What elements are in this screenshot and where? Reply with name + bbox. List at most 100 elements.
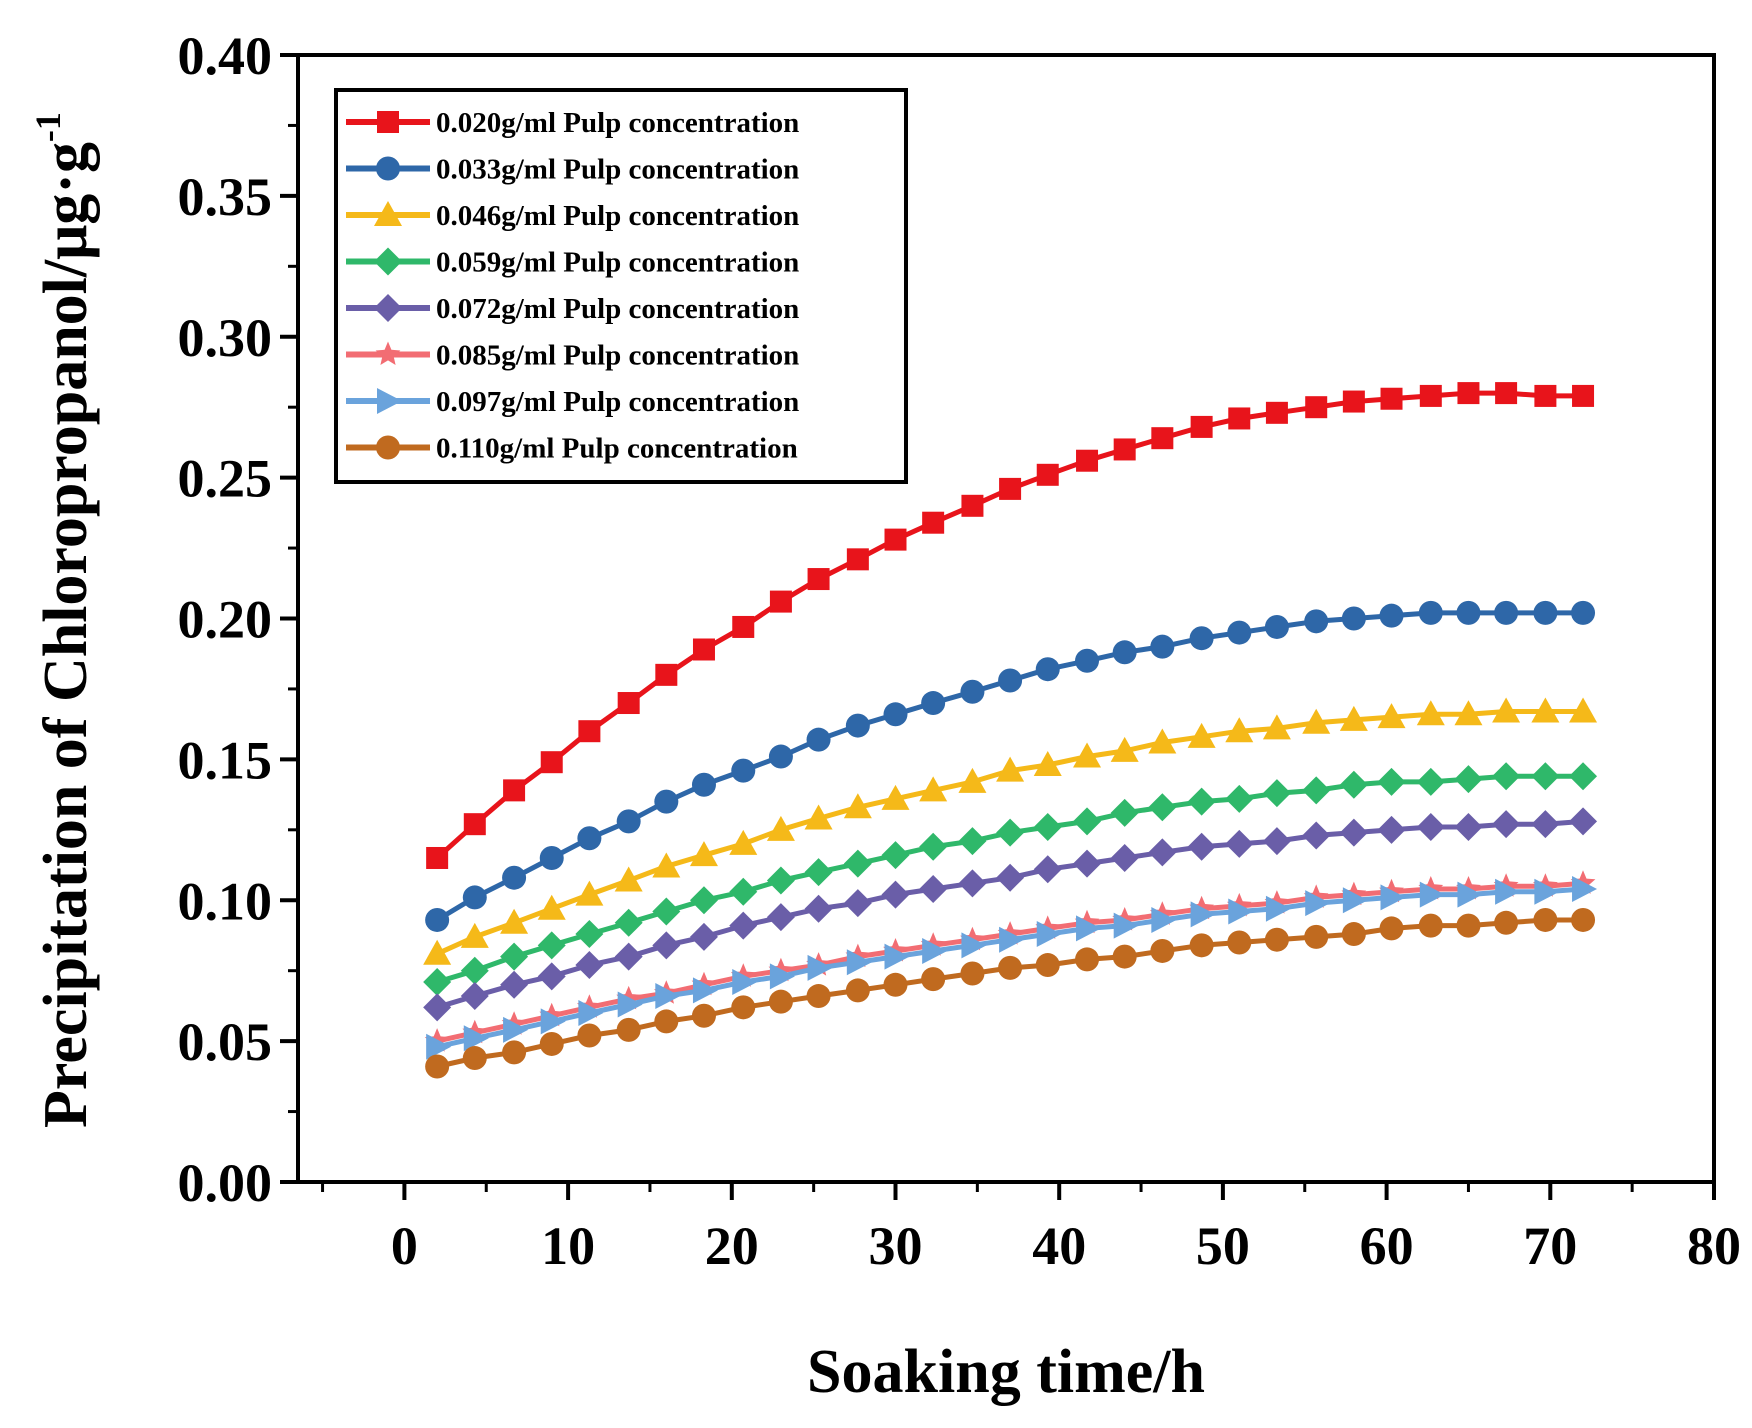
data-point — [1531, 697, 1560, 723]
data-point — [1304, 924, 1329, 949]
data-point — [463, 813, 486, 836]
data-point — [460, 922, 489, 948]
data-point — [1113, 912, 1139, 939]
y-tick-label: 0.30 — [178, 308, 273, 368]
data-point — [961, 932, 987, 959]
data-point — [1033, 855, 1062, 884]
data-point — [846, 949, 872, 976]
data-point — [577, 1023, 602, 1048]
data-point — [1380, 387, 1403, 410]
y-tick-label: 0.35 — [178, 167, 273, 227]
data-point — [655, 663, 678, 686]
data-point — [689, 922, 718, 951]
data-point — [884, 528, 907, 551]
data-point — [807, 954, 833, 981]
data-point — [539, 1031, 564, 1056]
data-point — [845, 978, 870, 1003]
data-point — [1533, 600, 1558, 625]
data-point — [1492, 697, 1521, 723]
data-point — [423, 993, 452, 1022]
legend-swatch-marker — [377, 111, 399, 133]
legend-label: 0.046g/ml Pulp concentration — [436, 200, 799, 232]
data-point — [732, 968, 758, 995]
legend-label: 0.097g/ml Pulp concentration — [436, 386, 799, 418]
data-point — [806, 984, 831, 1009]
series — [426, 382, 1595, 869]
data-point — [1419, 384, 1442, 407]
data-point — [806, 727, 831, 752]
data-point — [766, 815, 795, 841]
data-point — [616, 809, 641, 834]
data-point — [652, 852, 681, 878]
data-point — [1262, 714, 1291, 740]
series — [425, 907, 1596, 1079]
data-point — [539, 845, 564, 870]
series — [423, 807, 1598, 1022]
legend-swatch-marker — [374, 294, 402, 322]
y-axis-title-superscript: -1 — [28, 112, 68, 142]
data-point — [1416, 812, 1445, 841]
data-point — [1495, 382, 1518, 405]
data-point — [996, 863, 1025, 892]
data-point — [731, 995, 756, 1020]
data-point — [578, 720, 601, 743]
data-point — [1419, 881, 1445, 908]
data-point — [843, 849, 872, 878]
data-point — [1339, 770, 1368, 799]
data-point — [1265, 895, 1291, 922]
data-point — [999, 926, 1025, 953]
data-point — [919, 832, 948, 861]
data-point — [1531, 762, 1560, 791]
y-tick-label: 0.00 — [178, 1153, 273, 1213]
legend-swatch-marker — [376, 435, 400, 460]
data-point — [843, 889, 872, 918]
data-point — [1342, 887, 1368, 914]
series — [423, 762, 1598, 996]
data-point — [1377, 767, 1406, 796]
data-point — [463, 1025, 489, 1052]
data-point — [1457, 881, 1483, 908]
data-point — [958, 869, 987, 898]
data-point — [460, 982, 489, 1011]
data-point — [960, 679, 985, 704]
data-point — [692, 977, 718, 1004]
data-point — [1302, 708, 1331, 734]
data-point — [652, 931, 681, 960]
data-point — [423, 939, 452, 965]
data-point — [881, 841, 910, 870]
data-point — [766, 866, 795, 895]
data-point — [1379, 916, 1404, 941]
data-point — [426, 846, 449, 869]
data-point — [729, 911, 758, 940]
data-point — [1571, 600, 1596, 625]
data-point — [425, 907, 450, 932]
data-point — [1454, 812, 1483, 841]
series — [426, 875, 1598, 1060]
x-tick-label: 80 — [1687, 1216, 1741, 1276]
data-point — [1495, 878, 1521, 905]
data-point — [731, 758, 756, 783]
data-point — [577, 826, 602, 851]
data-point — [1416, 700, 1445, 726]
legend-label: 0.072g/ml Pulp concentration — [436, 293, 799, 325]
data-point — [998, 668, 1023, 693]
legend-label: 0.059g/ml Pulp concentration — [436, 247, 799, 279]
data-point — [1265, 401, 1288, 424]
data-point — [503, 1016, 529, 1043]
data-point — [1227, 930, 1252, 955]
data-point — [1036, 921, 1062, 948]
data-point — [1264, 927, 1289, 952]
data-point — [1073, 807, 1102, 836]
data-point — [1110, 736, 1139, 762]
legend-items: 0.020g/ml Pulp concentration 0.033g/ml Pu… — [346, 107, 799, 465]
data-point — [846, 548, 869, 571]
data-point — [1305, 890, 1331, 917]
series — [423, 697, 1598, 965]
data-point — [996, 818, 1025, 847]
data-point — [1569, 762, 1598, 791]
data-point — [1569, 697, 1598, 723]
data-point — [1076, 915, 1102, 942]
data-point — [1494, 910, 1519, 935]
legend-box — [334, 88, 908, 484]
data-point — [689, 886, 718, 915]
